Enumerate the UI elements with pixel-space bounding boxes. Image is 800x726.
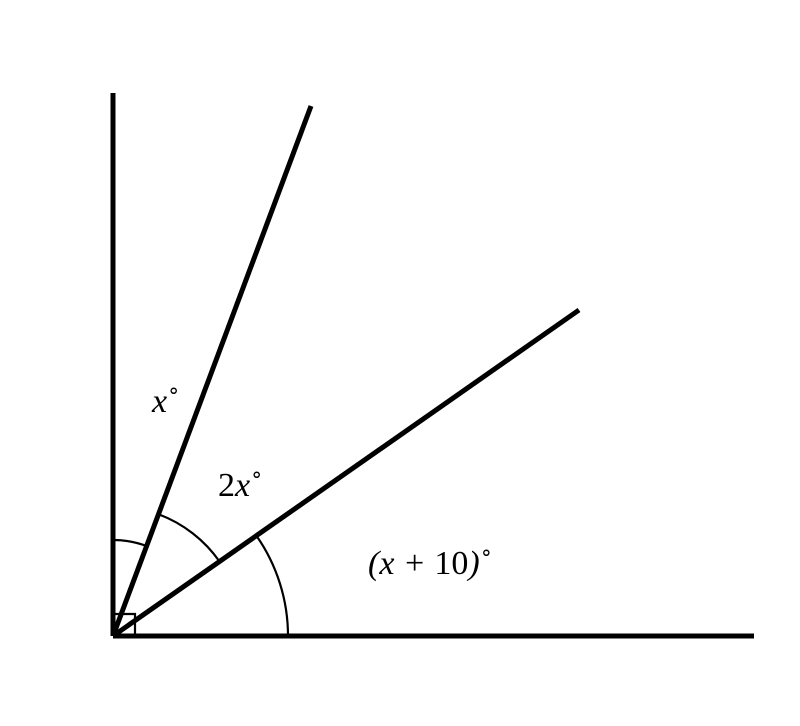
arc-x: [113, 540, 147, 546]
arc-2x: [159, 514, 220, 562]
arc-x+10: [257, 536, 288, 636]
angle-label-x: x∘: [151, 379, 180, 420]
angle-diagram: x∘ 2x∘ (x + 10)∘: [0, 0, 800, 726]
ray-lower: [113, 310, 579, 636]
ray-upper: [113, 106, 311, 636]
labels-group: x∘ 2x∘ (x + 10)∘: [151, 379, 493, 582]
angle-label-x-plus-10: (x + 10)∘: [368, 541, 493, 582]
angle-label-2x: 2x∘: [218, 463, 263, 504]
